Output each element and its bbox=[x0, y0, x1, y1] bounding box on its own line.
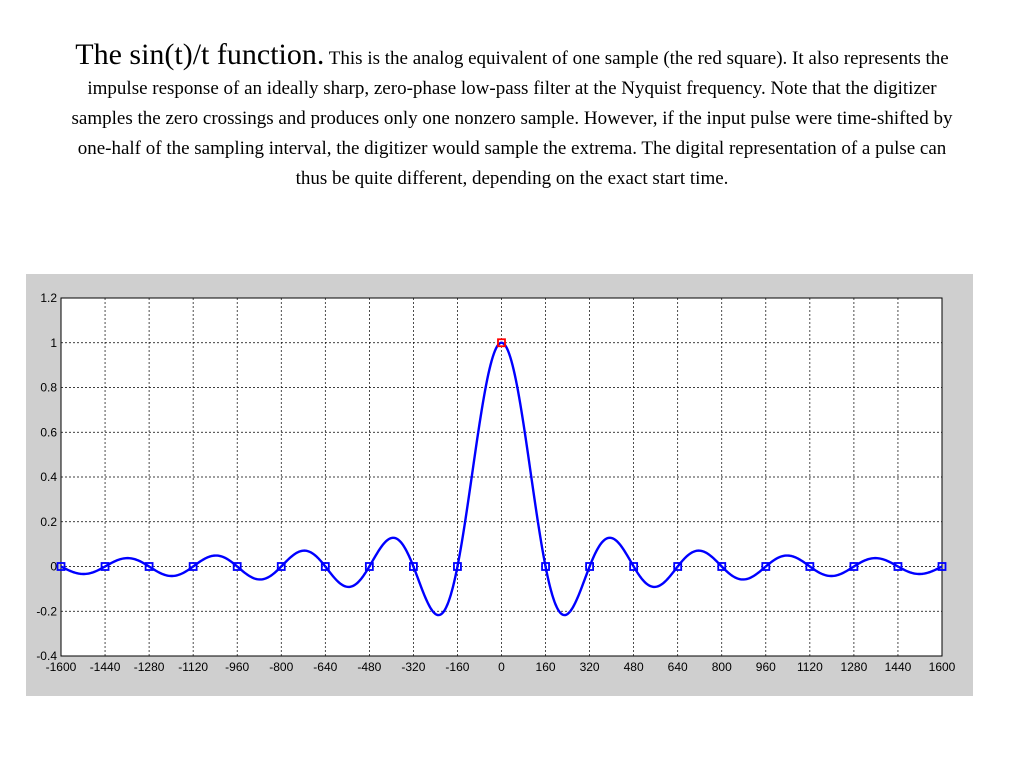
x-tick-label: 0 bbox=[498, 660, 505, 674]
sample-marker bbox=[893, 562, 903, 571]
y-tick-label: 0.6 bbox=[40, 425, 57, 439]
y-tick-label: 1.2 bbox=[40, 291, 57, 305]
sample-markers bbox=[56, 338, 947, 571]
x-tick-label: -1120 bbox=[178, 660, 208, 674]
sample-marker bbox=[541, 562, 550, 571]
x-tick-label: -640 bbox=[313, 660, 337, 674]
sample-marker bbox=[408, 562, 418, 571]
tick-labels: -1600 -1440 -1280 -1120 -960 -800 -640 -480 -320… bbox=[36, 291, 955, 674]
sample-marker bbox=[56, 562, 66, 571]
x-tick-label: 640 bbox=[668, 660, 688, 674]
x-tick-label: 320 bbox=[580, 660, 600, 674]
y-tick-label: 0.4 bbox=[40, 470, 57, 484]
sample-marker bbox=[937, 562, 947, 571]
sample-marker bbox=[717, 562, 727, 571]
sinc-curve bbox=[60, 341, 943, 617]
caption-body: This is the analog equivalent of one sam… bbox=[71, 48, 953, 189]
x-tick-label: 1120 bbox=[797, 660, 823, 674]
x-tick-label: 1280 bbox=[841, 660, 868, 674]
y-tick-label: -0.4 bbox=[36, 649, 57, 663]
sample-marker bbox=[673, 562, 683, 571]
sample-marker bbox=[585, 562, 594, 571]
x-tick-label: 1440 bbox=[885, 660, 912, 674]
x-tick-label: 800 bbox=[712, 660, 732, 674]
x-tick-label: -1280 bbox=[134, 660, 165, 674]
y-tick-label: 1 bbox=[50, 336, 57, 350]
y-tick-label: 0.2 bbox=[40, 515, 57, 529]
x-tick-label: -960 bbox=[225, 660, 249, 674]
sample-marker bbox=[100, 562, 110, 571]
y-tick-label: 0.8 bbox=[40, 381, 57, 395]
sample-marker-highlight bbox=[497, 338, 506, 348]
x-tick-label: 1600 bbox=[929, 660, 956, 674]
x-tick-label: -320 bbox=[401, 660, 425, 674]
x-tick-label: 960 bbox=[756, 660, 776, 674]
sample-marker bbox=[188, 562, 198, 571]
sample-marker bbox=[849, 562, 859, 571]
x-tick-label: 480 bbox=[624, 660, 644, 674]
x-tick-label: -1440 bbox=[90, 660, 121, 674]
sample-marker bbox=[761, 562, 771, 571]
sample-marker bbox=[232, 562, 242, 571]
grid bbox=[61, 298, 942, 656]
sample-marker bbox=[276, 562, 286, 571]
curve-layer bbox=[60, 341, 943, 617]
sample-marker bbox=[805, 562, 815, 571]
x-tick-label: -160 bbox=[445, 660, 469, 674]
sample-marker bbox=[320, 562, 330, 571]
x-tick-label: -1600 bbox=[46, 660, 77, 674]
x-tick-label: 160 bbox=[536, 660, 556, 674]
sample-marker bbox=[629, 562, 639, 571]
sinc-chart: -1600 -1440 -1280 -1120 -960 -800 -640 -480 -320… bbox=[36, 291, 955, 674]
figure-caption: The sin(t)/t function. This is the analo… bbox=[60, 40, 964, 194]
y-tick-label: 0 bbox=[50, 560, 57, 574]
sample-marker bbox=[453, 562, 462, 571]
chart-panel: -1600 -1440 -1280 -1120 -960 -800 -640 -480 -320… bbox=[26, 274, 973, 696]
x-tick-label: -480 bbox=[357, 660, 381, 674]
sample-marker bbox=[144, 562, 154, 571]
x-tick-label: -800 bbox=[269, 660, 293, 674]
sample-marker bbox=[364, 562, 374, 571]
y-tick-label: -0.2 bbox=[36, 604, 57, 618]
caption-lead: The sin(t)/t function. bbox=[75, 38, 325, 71]
